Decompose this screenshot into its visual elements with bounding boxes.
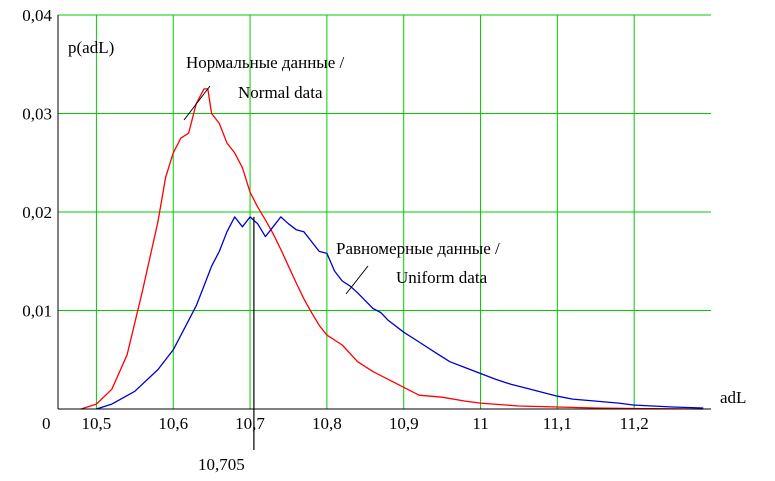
uniform-annotation-line2: Uniform data	[396, 268, 488, 287]
y-tick-label: 0,01	[22, 302, 52, 321]
series-lines	[80, 88, 704, 410]
x-tick-label: 10,6	[158, 414, 188, 433]
x-tick-label: 10,9	[389, 414, 419, 433]
x-tick-label: 11,2	[620, 414, 649, 433]
x-axis-label: adL	[720, 388, 746, 407]
origin-label: 0	[42, 414, 51, 433]
axes	[57, 15, 711, 450]
y-axis-label: p(adL)	[68, 38, 114, 57]
tick-labels: 10,5 10,6 10,7 10,8 10,9 11 11,1 11,2 0,01 0,02 0,…	[22, 6, 648, 433]
x-tick-label: 11,1	[543, 414, 572, 433]
y-tick-label: 0,02	[22, 203, 52, 222]
x-tick-label: 10,5	[82, 414, 112, 433]
y-tick-label: 0,04	[22, 6, 52, 25]
x-tick-label: 10,7	[235, 414, 265, 433]
uniform-annotation-pointer	[345, 265, 369, 295]
grid-lines	[58, 14, 711, 409]
x-tick-label: 10,8	[312, 414, 342, 433]
normal-annotation-line2: Normal data	[238, 83, 323, 102]
series-line-normal	[80, 88, 704, 410]
series-line-uniform	[96, 216, 704, 410]
normal-annotation-pointer	[183, 85, 211, 121]
y-tick-label: 0,03	[22, 105, 52, 124]
normal-annotation-line1: Нормальные данные /	[186, 53, 345, 72]
uniform-annotation-line1: Равномерные данные /	[336, 239, 500, 258]
chart-labels: p(adL) adL 0 Нормальные данные / Normal …	[42, 38, 746, 474]
x-tick-label: 11	[472, 414, 488, 433]
marker-label: 10,705	[198, 455, 245, 474]
